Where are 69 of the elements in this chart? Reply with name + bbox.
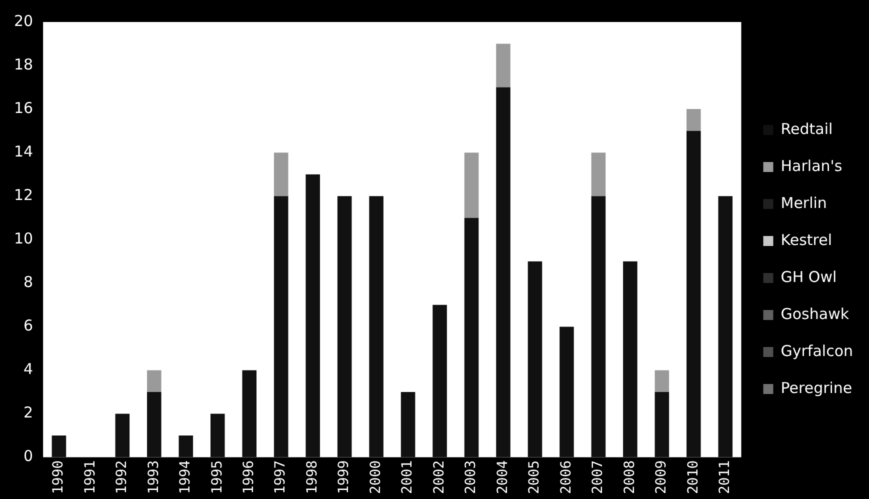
x-tick-label: 1994 — [178, 460, 194, 494]
y-tick-label: 4 — [24, 360, 34, 378]
x-tick-label: 1993 — [146, 460, 162, 494]
bar — [654, 392, 670, 458]
bar — [591, 196, 606, 458]
y-tick-label: 12 — [14, 186, 34, 204]
x-tick-label: 1996 — [241, 460, 258, 494]
bar — [210, 414, 225, 458]
bar — [369, 196, 384, 458]
bar — [274, 152, 288, 196]
y-tick-label: 18 — [14, 55, 34, 74]
y-tick-label: 2 — [24, 404, 34, 422]
bar — [115, 414, 130, 458]
bar — [242, 370, 257, 458]
bar — [306, 174, 320, 458]
x-tick-label: 2004 — [494, 460, 511, 494]
y-tick-label: 6 — [24, 316, 34, 335]
bar — [686, 109, 701, 131]
bar — [686, 130, 701, 458]
bar — [654, 370, 670, 392]
x-tick-label: 2002 — [431, 460, 448, 494]
legend-label: Peregrine — [780, 378, 852, 397]
legend-label: Harlan's — [780, 156, 842, 175]
x-tick-label: 2001 — [400, 460, 416, 494]
x-tick-label: 2007 — [590, 460, 606, 494]
bar — [591, 152, 606, 196]
legend-label: GH Owl — [780, 268, 837, 286]
x-tick-label: 2000 — [368, 460, 384, 494]
legend-label: Gyrfalcon — [780, 342, 854, 360]
legend-label: Goshawk — [780, 304, 850, 323]
legend-label: Redtail — [780, 120, 833, 138]
x-tick-label: 2011 — [717, 460, 734, 494]
x-tick-label: 2010 — [685, 460, 702, 494]
bar — [623, 261, 638, 458]
x-tick-label: 1995 — [209, 460, 226, 494]
bar — [718, 196, 733, 458]
bar — [147, 392, 162, 458]
bar — [147, 370, 162, 392]
y-tick-label: 16 — [14, 98, 34, 117]
x-tick-label: 2005 — [526, 460, 543, 494]
x-tick-label: 1999 — [336, 460, 352, 494]
bar — [528, 261, 542, 458]
bar — [52, 436, 66, 458]
y-tick-label: 8 — [24, 273, 34, 292]
x-tick-label: 2003 — [463, 460, 480, 494]
bar — [496, 44, 510, 88]
x-tick-label: 2009 — [654, 460, 670, 494]
y-tick-label: 20 — [14, 12, 34, 30]
bar — [496, 87, 510, 458]
bar — [178, 436, 194, 458]
bar — [337, 196, 352, 458]
legend-label: Merlin — [780, 194, 827, 212]
legend-label: Kestrel — [780, 230, 832, 249]
y-tick-label: 0 — [24, 447, 34, 466]
x-tick-label: 2006 — [558, 460, 574, 494]
x-tick-label: 1998 — [304, 460, 320, 494]
bar — [400, 392, 416, 458]
bar — [464, 218, 479, 458]
bar — [560, 326, 574, 458]
x-tick-label: 1992 — [114, 460, 130, 494]
bar — [464, 152, 479, 218]
x-tick-label: 1997 — [272, 460, 289, 494]
bar — [432, 304, 447, 458]
x-tick-label: 2008 — [622, 460, 638, 494]
x-tick-label: 1991 — [82, 460, 98, 494]
bar — [274, 196, 288, 458]
x-tick-label: 1990 — [50, 460, 67, 494]
y-tick-label: 10 — [14, 230, 34, 248]
y-tick-label: 14 — [14, 142, 34, 160]
